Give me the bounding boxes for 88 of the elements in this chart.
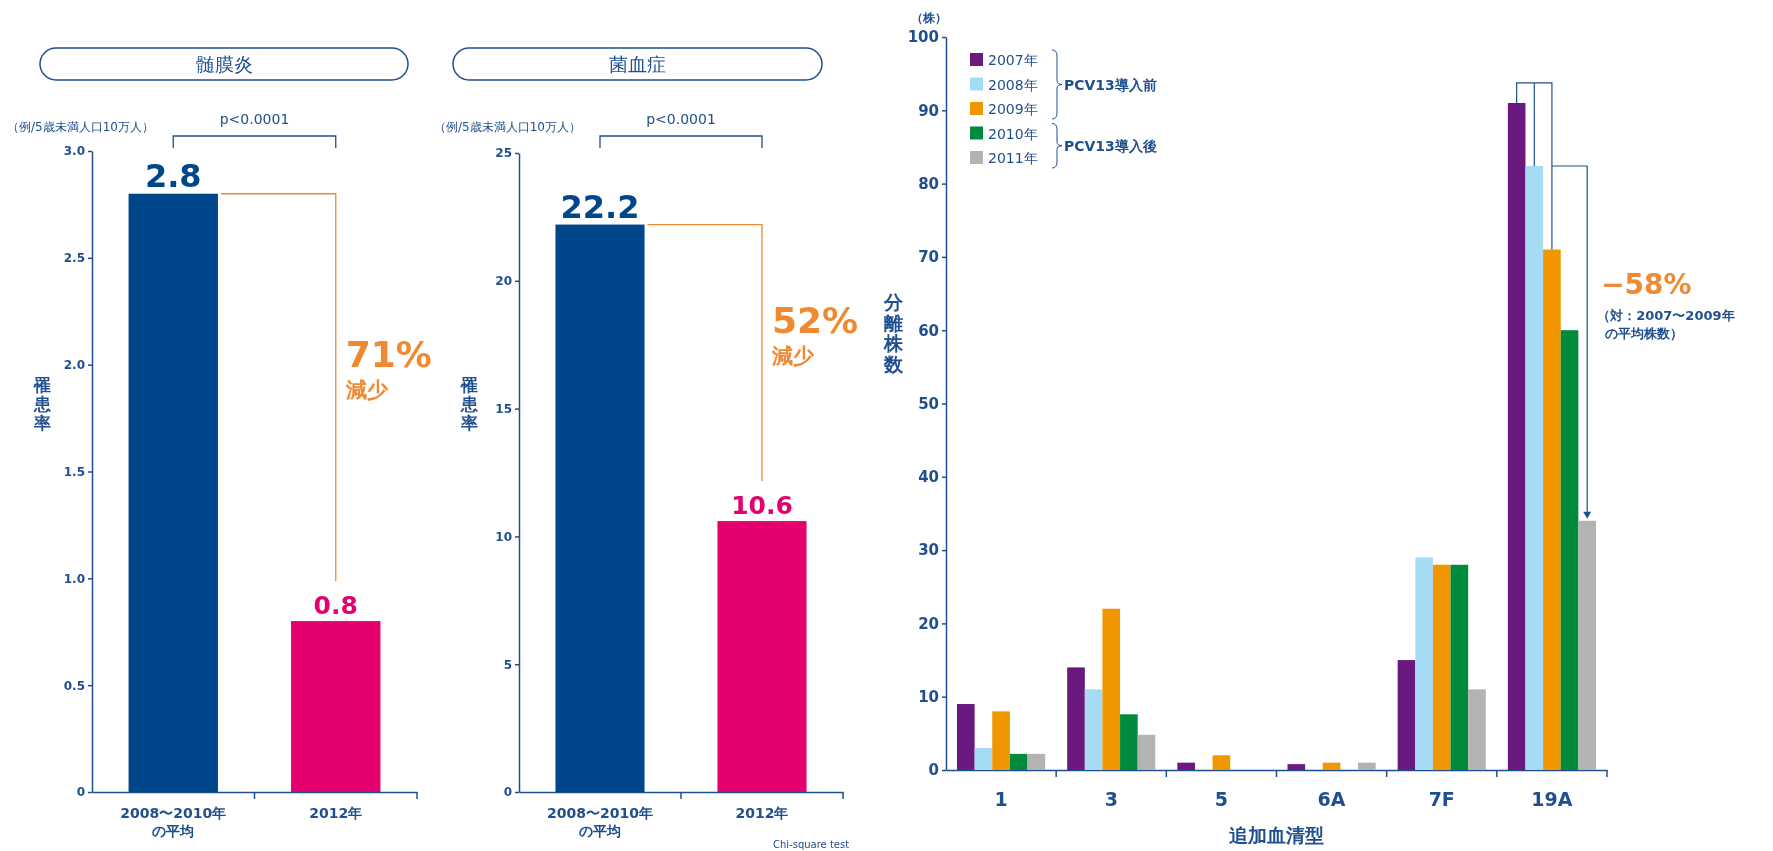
y-tick-label: 100 xyxy=(907,28,939,47)
text: p<0.0001 xyxy=(646,111,716,127)
chart-title: 髄膜炎 xyxy=(195,53,253,75)
y-tick-label: 25 xyxy=(495,146,512,161)
y-tick-label: 2.5 xyxy=(63,251,85,266)
annotation: −58% xyxy=(1601,267,1692,301)
y-tick-label: 0.5 xyxy=(63,678,85,693)
bar xyxy=(1212,755,1231,770)
legend-label: 2010年 xyxy=(988,125,1038,142)
y-tick-label: 10 xyxy=(918,688,939,706)
x-tick-label: 2012年 xyxy=(735,805,789,821)
bar xyxy=(1543,249,1561,770)
bar xyxy=(1102,608,1121,770)
bar xyxy=(1084,689,1103,770)
y-tick-label: 2.0 xyxy=(63,358,85,373)
annotation: 71% xyxy=(345,334,432,376)
annotation: 減少 xyxy=(344,378,389,403)
text: （株） xyxy=(911,11,947,25)
annotation: PCV13導入前 xyxy=(1064,76,1157,93)
bar xyxy=(1120,714,1138,770)
x-tick-label: 2008〜2010年の平均 xyxy=(120,805,227,839)
bar xyxy=(1415,557,1433,770)
x-tick-label: 2008〜2010年の平均 xyxy=(547,805,653,839)
bar xyxy=(1027,753,1046,770)
annotation: の平均株数） xyxy=(1605,325,1684,341)
y-tick-label: 1.5 xyxy=(63,464,85,479)
y-tick-label: 0 xyxy=(928,761,939,780)
annotation: 減少 xyxy=(771,343,815,368)
legend-label: 2008年 xyxy=(988,76,1038,93)
bar xyxy=(1560,330,1579,770)
y-axis-title: 罹患率 xyxy=(32,375,52,433)
bar xyxy=(1450,564,1469,770)
bar xyxy=(1468,689,1486,770)
y-tick-label: 20 xyxy=(918,614,939,633)
bar xyxy=(1507,102,1526,770)
bar xyxy=(1137,734,1156,770)
data-label: 0.8 xyxy=(313,591,358,621)
y-axis-title: 分離株数 xyxy=(882,290,904,376)
data-label: 10.6 xyxy=(731,491,793,521)
bar xyxy=(957,704,975,770)
legend-label: 2007年 xyxy=(988,52,1038,68)
y-tick-label: 30 xyxy=(918,541,939,560)
y-tick-label: 80 xyxy=(918,174,939,193)
x-axis-title: 追加血清型 xyxy=(1228,824,1324,846)
y-tick-label: 40 xyxy=(918,468,939,487)
x-tick-label: 3 xyxy=(1104,788,1118,810)
bar xyxy=(1067,667,1085,770)
y-tick-label: 90 xyxy=(918,101,939,120)
x-tick-label: 19A xyxy=(1531,788,1573,810)
annotation: PCV13導入後 xyxy=(1064,137,1157,154)
text: （例/5歳未満人口10万人） xyxy=(434,120,581,134)
bar xyxy=(1322,762,1341,770)
y-tick-label: 0 xyxy=(503,785,512,800)
x-tick-label: 1 xyxy=(994,788,1008,810)
x-tick-label: 5 xyxy=(1214,788,1229,810)
x-tick-label: 2012年 xyxy=(309,805,363,821)
bar xyxy=(1287,764,1306,770)
legend-label: 2009年 xyxy=(988,101,1038,117)
y-tick-label: 1.0 xyxy=(63,571,85,586)
annotation: 52% xyxy=(772,299,859,341)
bar xyxy=(1009,753,1028,770)
text: p<0.0001 xyxy=(219,111,290,127)
text: Chi-square test xyxy=(773,839,850,850)
y-tick-label: 60 xyxy=(918,321,939,340)
y-tick-label: 70 xyxy=(918,248,939,267)
bar xyxy=(1525,166,1544,770)
y-tick-label: 10 xyxy=(495,529,512,544)
bar xyxy=(974,748,993,770)
x-tick-label: 6A xyxy=(1317,788,1346,810)
y-tick-label: 0 xyxy=(76,785,85,800)
x-tick-label: 7F xyxy=(1428,788,1455,810)
legend-label: 2011年 xyxy=(988,150,1038,166)
bar xyxy=(1432,564,1451,770)
annotation: （対：2007〜2009年 xyxy=(1597,307,1735,323)
bar xyxy=(1397,660,1416,770)
bar xyxy=(1177,762,1195,770)
bar xyxy=(992,711,1010,770)
y-tick-label: 20 xyxy=(495,274,512,289)
y-tick-label: 15 xyxy=(495,401,512,416)
data-label: 2.8 xyxy=(144,156,202,195)
data-label: 22.2 xyxy=(560,187,640,226)
y-tick-label: 3.0 xyxy=(63,144,85,159)
chart-title: 菌血症 xyxy=(609,53,666,75)
y-axis-title: 罹患率 xyxy=(459,375,479,433)
y-tick-label: 50 xyxy=(918,394,939,413)
y-tick-label: 5 xyxy=(503,657,512,672)
text: （例/5歳未満人口10万人） xyxy=(7,120,154,134)
bar xyxy=(1358,762,1376,770)
